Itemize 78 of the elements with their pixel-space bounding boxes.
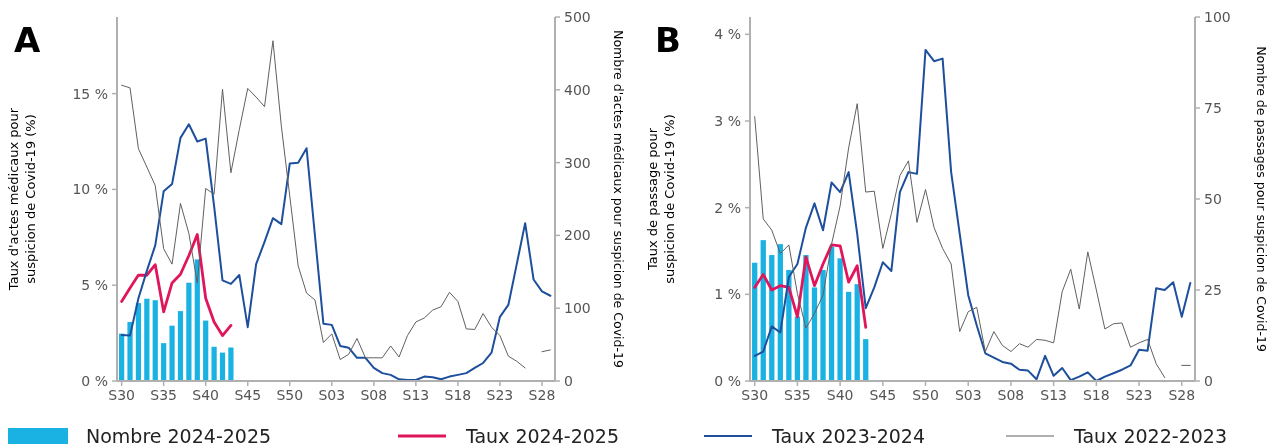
y-tick-label: 15 % [72, 85, 108, 102]
x-tick-label: S23 [486, 387, 514, 403]
x-tick-label: S50 [276, 387, 304, 403]
bar [794, 316, 801, 381]
y-tick-label: 10 % [72, 181, 108, 198]
bar [228, 347, 234, 381]
y-axis-title: Taux de passage pour suspicion de Covid-19 (%) [645, 114, 677, 284]
bar [837, 258, 843, 381]
legend-label: Nombre 2024-2025 [86, 425, 272, 447]
x-tick-label: S28 [1168, 387, 1196, 403]
y2-tick-label: 300 [564, 154, 591, 171]
y-tick-label: 1 % [714, 286, 741, 303]
x-tick-label: S35 [150, 387, 178, 403]
y-tick-label: 4 % [714, 26, 741, 43]
x-tick-label: S18 [1083, 387, 1110, 403]
line-series [753, 48, 1192, 382]
x-tick-label: S45 [869, 387, 897, 403]
y-tick-label: 0 % [714, 373, 741, 389]
bar [169, 325, 175, 381]
x-tick-label: S50 [912, 387, 939, 403]
x-tick-label: S08 [997, 387, 1025, 403]
x-tick-label: S30 [108, 387, 135, 403]
y2-tick-label: 100 [564, 300, 591, 317]
x-tick-label: S08 [360, 387, 388, 403]
bar [127, 322, 133, 381]
x-tick-label: S03 [318, 387, 346, 403]
bar [177, 311, 184, 381]
y2-tick-label: 0 [564, 373, 573, 389]
x-tick-label: S03 [954, 387, 982, 403]
y2-axis-title: Nombre de passages pour suspicion de Covid-19 [1254, 46, 1269, 352]
chart-title: B [655, 20, 681, 60]
legend-label: Taux 2022-2023 [1073, 425, 1227, 447]
x-tick-label: S30 [741, 387, 769, 403]
line-series [120, 233, 233, 337]
bar [219, 352, 226, 381]
x-tick-label: S13 [1040, 387, 1067, 403]
y2-tick-label: 500 [564, 9, 591, 25]
x-tick-label: S13 [402, 387, 430, 403]
y2-tick-label: 75 [1204, 100, 1222, 116]
legend-label: Taux 2024-2025 [465, 425, 619, 447]
y2-tick-label: 400 [564, 81, 591, 98]
bar [161, 343, 167, 381]
bar [119, 333, 125, 381]
y2-tick-label: 50 [1204, 191, 1222, 207]
bar [211, 346, 217, 381]
y-tick-label: 2 % [714, 199, 741, 216]
bar [820, 269, 826, 381]
bar [203, 320, 209, 381]
bar [152, 300, 158, 381]
line-series [120, 123, 552, 382]
y2-tick-label: 100 [1204, 9, 1231, 25]
chart-title: A [14, 20, 41, 60]
y2-axis-title: Nombre d'actes médicaux pour suspicion de Covid-19 [611, 30, 626, 368]
x-tick-label: S23 [1125, 387, 1153, 403]
y-axis-title: Taux d'actes médicaux pour suspicion de Covid-19 (%) [6, 107, 38, 292]
bar [752, 262, 758, 381]
line-series [753, 243, 868, 329]
x-tick-label: S40 [192, 387, 220, 403]
y2-tick-label: 0 [1204, 373, 1213, 389]
bar [144, 298, 150, 381]
x-tick-label: S18 [444, 387, 472, 403]
legend-label: Taux 2023-2024 [771, 425, 925, 447]
y-tick-label: 0 % [81, 373, 108, 389]
bar [828, 246, 835, 381]
y2-tick-label: 25 [1204, 282, 1222, 298]
x-tick-label: S45 [234, 387, 262, 403]
x-tick-label: S40 [826, 387, 854, 403]
bar [863, 339, 869, 381]
bar [186, 282, 192, 381]
x-tick-label: S28 [528, 387, 556, 403]
bar [135, 303, 142, 381]
bar [846, 291, 852, 381]
bar [811, 287, 818, 381]
bar [854, 284, 860, 381]
y-tick-label: 3 % [714, 113, 741, 129]
x-tick-label: S35 [784, 387, 811, 403]
y-tick-label: 5 % [81, 277, 108, 294]
y2-tick-label: 200 [564, 227, 591, 244]
